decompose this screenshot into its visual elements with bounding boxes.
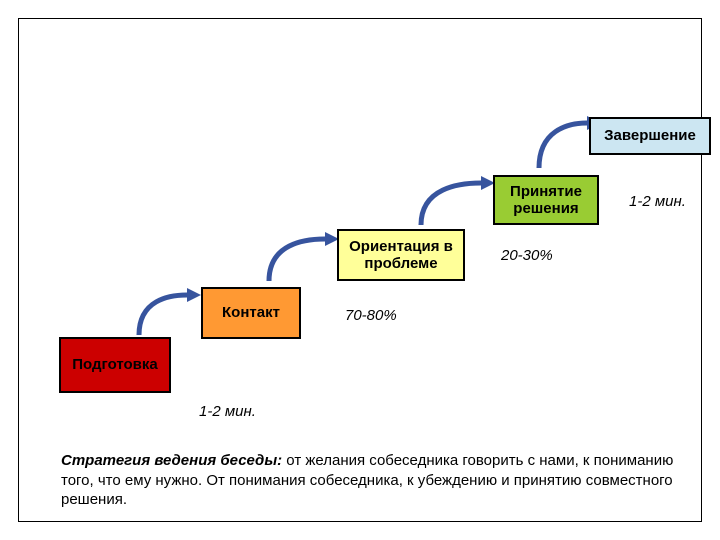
annotation-2: 70-80% [345, 307, 397, 324]
arrow-1 [129, 285, 209, 345]
arrow-2 [259, 229, 349, 289]
box-kontakt: Контакт [201, 287, 301, 339]
box-label: Подготовка [72, 356, 158, 373]
box-podgotovka: Подготовка [59, 337, 171, 393]
annotation-3: 20-30% [501, 247, 553, 264]
box-label: Ориентация в проблеме [345, 238, 457, 273]
arrow-3 [411, 173, 503, 233]
diagram-frame: Подготовка Контакт Ориентация в проблеме… [18, 18, 702, 522]
box-label: Завершение [604, 127, 696, 144]
box-prinyatie: Принятие решения [493, 175, 599, 225]
box-zavershenie: Завершение [589, 117, 711, 155]
paragraph-lead: Стратегия ведения беседы: [61, 452, 282, 469]
box-label: Контакт [222, 304, 280, 321]
strategy-paragraph: Стратегия ведения беседы: от желания соб… [61, 451, 701, 510]
box-orientaciya: Ориентация в проблеме [337, 229, 465, 281]
annotation-1: 1-2 мин. [199, 403, 256, 420]
annotation-4: 1-2 мин. [629, 193, 686, 210]
box-label: Принятие решения [501, 183, 591, 218]
